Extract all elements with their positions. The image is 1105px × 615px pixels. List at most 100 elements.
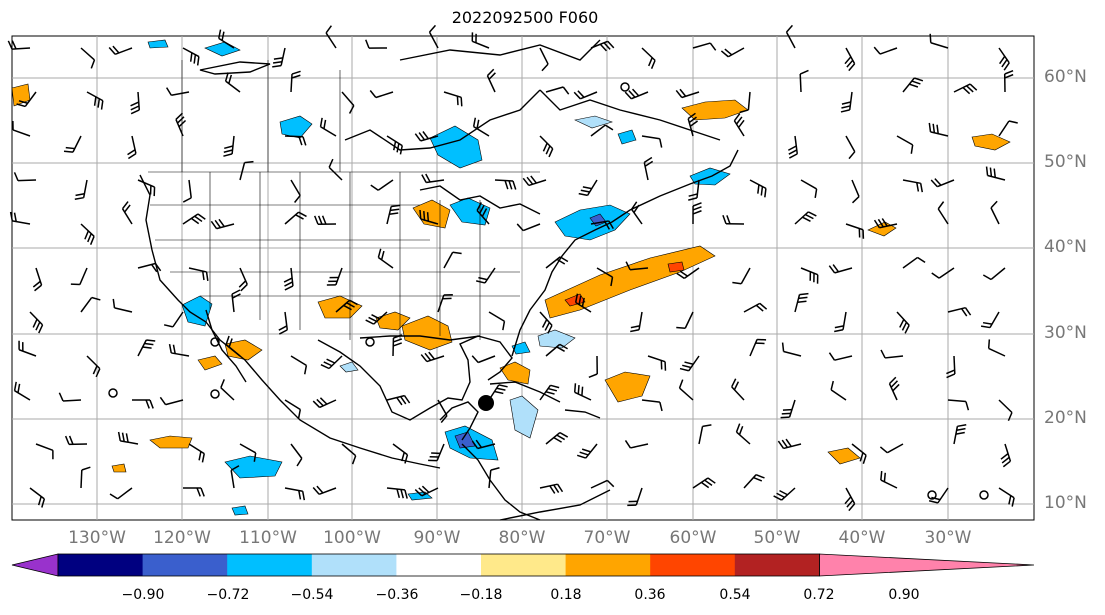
wind-barb bbox=[365, 311, 388, 325]
wind-barb bbox=[365, 39, 388, 49]
wind-barb bbox=[341, 91, 355, 114]
colorbar-extend-high bbox=[819, 553, 1035, 577]
wind-barb bbox=[578, 179, 598, 197]
lon-label-100W: 100°W bbox=[323, 528, 381, 548]
colorbar-tick: −0.90 bbox=[121, 587, 165, 603]
wind-barb bbox=[290, 179, 301, 203]
wind-barb bbox=[947, 306, 972, 317]
wind-barb bbox=[545, 431, 569, 445]
lat-label-10N: 10°N bbox=[1044, 493, 1087, 513]
wind-barb bbox=[175, 112, 187, 137]
wind-barb bbox=[29, 487, 46, 508]
wind-barb bbox=[641, 135, 663, 148]
wind-barb bbox=[953, 424, 967, 445]
wind-barb bbox=[414, 131, 439, 142]
wind-barb bbox=[840, 91, 853, 113]
wind-barb bbox=[624, 88, 649, 100]
wind-barb bbox=[18, 340, 37, 357]
wind-barb bbox=[290, 443, 303, 467]
lon-label-30W: 30°W bbox=[924, 528, 972, 548]
wind-barb bbox=[392, 334, 403, 357]
wind-barb bbox=[647, 355, 667, 371]
colorbar-frame bbox=[57, 553, 820, 577]
wind-barb bbox=[159, 396, 184, 406]
colorbar-segment bbox=[481, 554, 567, 576]
wind-barb bbox=[641, 399, 663, 412]
wind-barb bbox=[985, 166, 1006, 181]
lon-label-110W: 110°W bbox=[239, 528, 297, 548]
wind-barb bbox=[998, 399, 1013, 422]
wind-barb bbox=[80, 223, 95, 245]
wind-barb bbox=[13, 172, 37, 182]
lon-label-60W: 60°W bbox=[669, 528, 717, 548]
wind-barb bbox=[799, 69, 809, 93]
shade-blue bbox=[147, 39, 169, 49]
colorbar-tick: 0.90 bbox=[888, 587, 920, 603]
wind-barb bbox=[428, 443, 445, 462]
wind-barb bbox=[165, 87, 190, 97]
wind-barb bbox=[182, 487, 205, 497]
wind-barb bbox=[749, 338, 767, 357]
wind-barb bbox=[137, 339, 156, 357]
wind-barb bbox=[627, 487, 643, 507]
coastlines bbox=[139, 39, 739, 521]
wind-barb bbox=[163, 311, 184, 328]
wind-barb bbox=[902, 77, 924, 93]
wind-barb bbox=[117, 431, 139, 445]
wind-barb bbox=[773, 487, 796, 501]
shade-red bbox=[667, 261, 685, 273]
wind-barb bbox=[421, 173, 445, 184]
colorbar-extend-low bbox=[11, 553, 59, 577]
wind-barb bbox=[80, 466, 91, 489]
shade-orange bbox=[197, 355, 223, 371]
coast-centralamerica bbox=[461, 443, 541, 521]
wind-barb bbox=[386, 487, 408, 499]
wind-barb bbox=[35, 443, 54, 460]
wind-barb bbox=[931, 267, 955, 279]
wind-barb bbox=[720, 47, 745, 58]
wind-barb bbox=[539, 483, 564, 494]
wind-barb bbox=[313, 215, 337, 226]
wind-barb bbox=[127, 135, 137, 160]
coast-southamerica bbox=[499, 489, 611, 521]
wind-barb bbox=[930, 178, 955, 188]
wind-barb bbox=[947, 399, 970, 411]
wind-barb bbox=[830, 380, 847, 401]
wind-barb bbox=[130, 91, 141, 115]
colorbar-tick: 0.18 bbox=[550, 587, 582, 603]
wind-barb bbox=[630, 311, 643, 333]
wind-barb bbox=[121, 201, 133, 225]
wind-barb bbox=[284, 487, 306, 501]
wind-barb bbox=[239, 160, 254, 181]
wind-barb bbox=[834, 311, 847, 333]
wind-barb bbox=[472, 117, 490, 137]
lat-label-60N: 60°N bbox=[1044, 67, 1087, 87]
wind-barb bbox=[953, 83, 978, 95]
lon-label-80W: 80°W bbox=[498, 528, 546, 548]
colorbar-segment bbox=[58, 554, 144, 576]
wind-barb bbox=[377, 248, 394, 269]
wind-barb bbox=[32, 267, 43, 292]
colorbar-tick: 0.54 bbox=[719, 587, 751, 603]
wind-barb bbox=[284, 211, 307, 225]
wind-barb bbox=[80, 296, 101, 313]
wind-barb bbox=[845, 135, 856, 160]
wind-barb bbox=[902, 179, 924, 193]
shade-blue bbox=[231, 505, 249, 516]
wind-barb bbox=[844, 47, 856, 72]
wind-barb bbox=[692, 42, 717, 51]
colorbar-tick: 0.72 bbox=[803, 587, 835, 603]
wind-barb bbox=[488, 311, 506, 331]
coast-arctic bbox=[199, 61, 271, 75]
lat-label-40N: 40°N bbox=[1044, 237, 1087, 257]
coast-atlantic bbox=[511, 149, 739, 357]
wind-barb bbox=[794, 292, 809, 313]
wind-barb bbox=[675, 88, 700, 99]
wind-barb bbox=[494, 179, 517, 190]
wind-barb bbox=[676, 267, 700, 280]
wind-barb bbox=[220, 379, 235, 401]
lon-label-50W: 50°W bbox=[753, 528, 801, 548]
wind-barb bbox=[588, 355, 598, 378]
wind-barbs bbox=[7, 24, 1018, 512]
wind-barb bbox=[929, 33, 949, 49]
